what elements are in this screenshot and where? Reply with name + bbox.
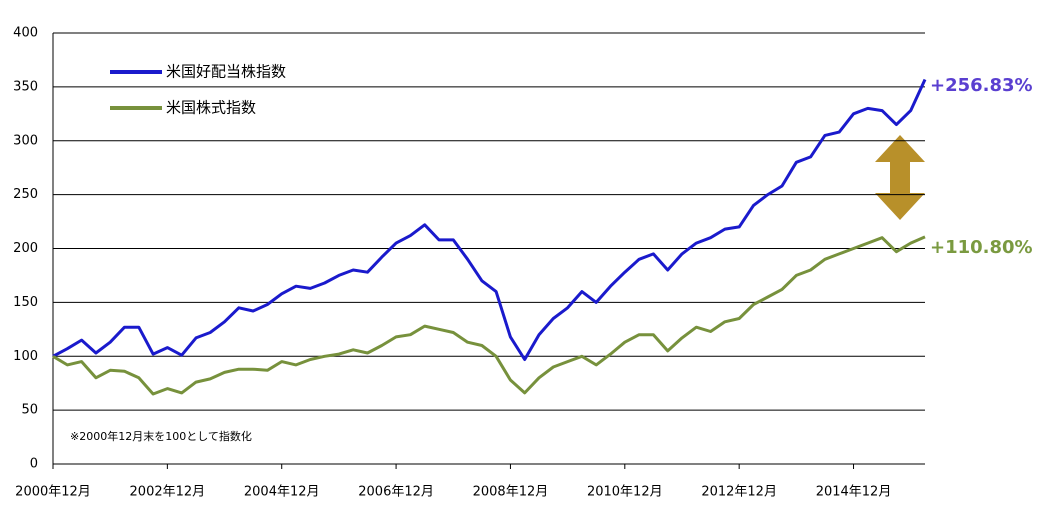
x-tick-label: 2008年12月 xyxy=(473,485,549,500)
y-tick-label: 300 xyxy=(13,133,38,148)
x-tick-label: 2002年12月 xyxy=(130,485,206,500)
y-tick-label: 50 xyxy=(21,403,38,418)
y-tick-label: 100 xyxy=(13,349,38,364)
series-line xyxy=(52,235,926,396)
legend-label: 米国好配当株指数 xyxy=(166,63,286,81)
x-tick-label: 2006年12月 xyxy=(358,485,434,500)
annotation: +256.83% xyxy=(930,75,1033,96)
legend-label: 米国株式指数 xyxy=(166,99,256,117)
y-tick-label: 350 xyxy=(13,79,38,94)
x-tick-label: 2012年12月 xyxy=(701,485,777,500)
chart-note: ※2000年12月末を100として指数化 xyxy=(70,429,252,443)
y-tick-label: 250 xyxy=(13,187,38,202)
y-tick-label: 0 xyxy=(30,457,38,472)
x-tick-label: 2004年12月 xyxy=(244,485,320,500)
x-tick-label: 2000年12月 xyxy=(15,485,91,500)
x-tick-label: 2014年12月 xyxy=(816,485,892,500)
difference-arrow xyxy=(875,135,925,220)
y-tick-label: 200 xyxy=(13,241,38,256)
series-line xyxy=(52,78,927,361)
x-tick-label: 2010年12月 xyxy=(587,485,663,500)
y-tick-label: 400 xyxy=(13,26,38,41)
annotation: +110.80% xyxy=(930,237,1033,258)
y-tick-label: 150 xyxy=(13,295,38,310)
